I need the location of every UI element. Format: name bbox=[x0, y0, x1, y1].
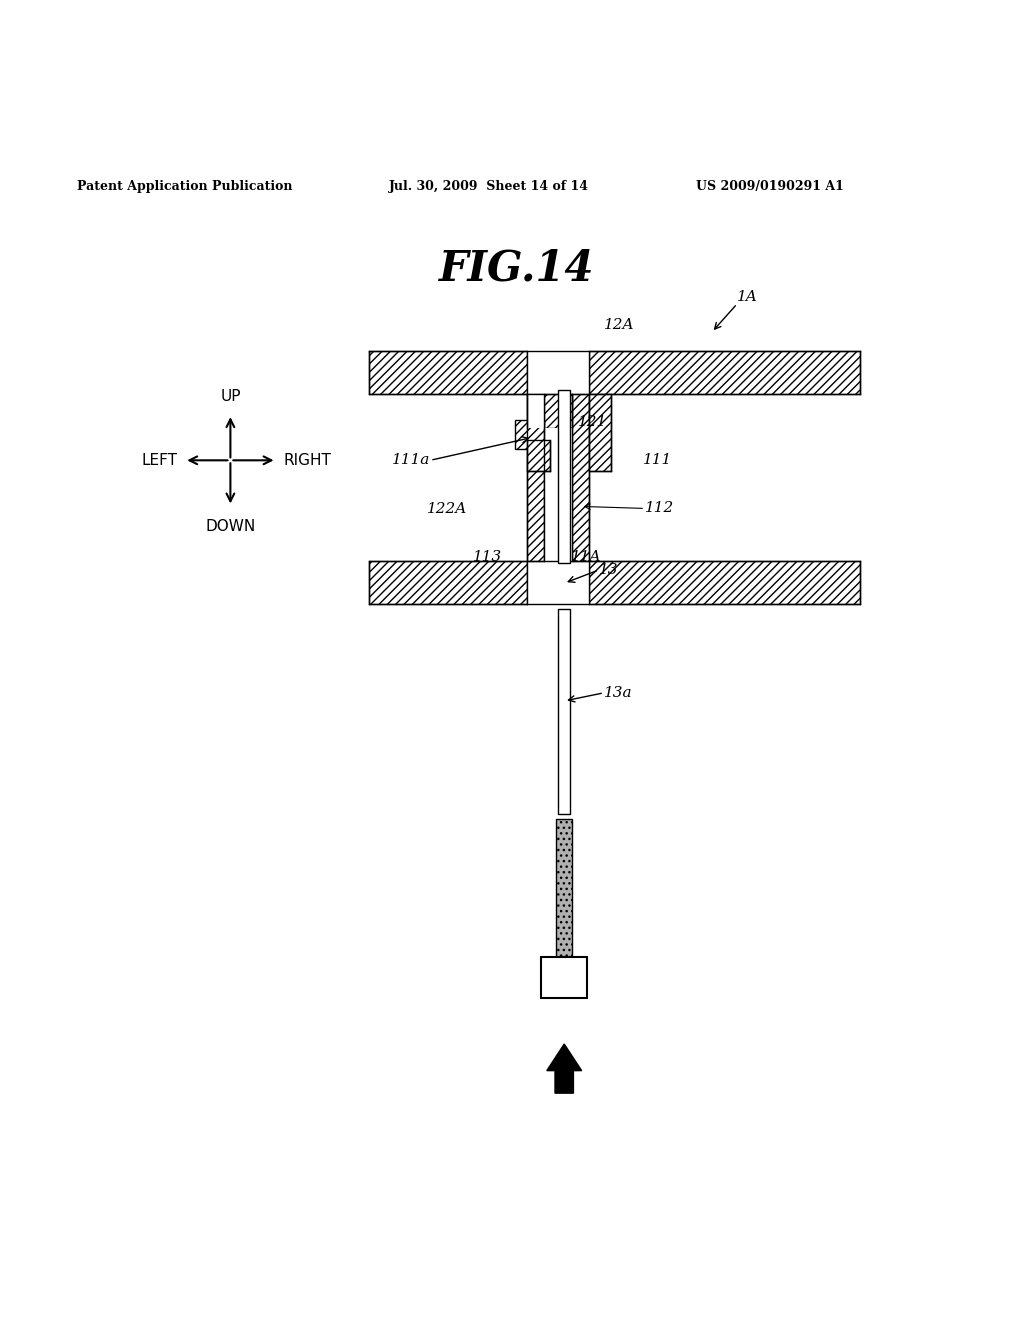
Text: 122A: 122A bbox=[427, 503, 467, 516]
Text: DOWN: DOWN bbox=[205, 519, 256, 533]
Bar bbox=[527, 393, 544, 561]
Bar bbox=[527, 561, 589, 603]
Text: 111a: 111a bbox=[392, 453, 430, 467]
Bar bbox=[527, 440, 550, 470]
Bar bbox=[515, 420, 544, 449]
Text: 11A: 11A bbox=[571, 549, 602, 564]
Text: 13a: 13a bbox=[604, 686, 633, 700]
Bar bbox=[544, 393, 572, 428]
Text: 113: 113 bbox=[472, 549, 502, 564]
Bar bbox=[369, 351, 527, 393]
Text: Jul. 30, 2009  Sheet 14 of 14: Jul. 30, 2009 Sheet 14 of 14 bbox=[389, 181, 589, 194]
Text: LEFT: LEFT bbox=[141, 453, 177, 467]
Bar bbox=[589, 561, 860, 603]
Bar bbox=[544, 393, 572, 561]
Text: 111: 111 bbox=[643, 453, 673, 467]
Text: 12A: 12A bbox=[604, 318, 635, 333]
Bar bbox=[558, 389, 570, 562]
Text: 1A: 1A bbox=[737, 289, 758, 304]
Bar bbox=[589, 351, 860, 393]
Bar bbox=[556, 818, 572, 957]
Bar bbox=[527, 351, 589, 393]
Text: RIGHT: RIGHT bbox=[284, 453, 332, 467]
Text: Patent Application Publication: Patent Application Publication bbox=[77, 181, 292, 194]
Text: UP: UP bbox=[220, 389, 241, 404]
Bar bbox=[544, 428, 572, 470]
Text: 121: 121 bbox=[578, 416, 607, 429]
Text: 112: 112 bbox=[645, 502, 675, 515]
Bar bbox=[572, 393, 589, 561]
Bar bbox=[369, 561, 527, 603]
Bar bbox=[542, 957, 588, 998]
Text: US 2009/0190291 A1: US 2009/0190291 A1 bbox=[696, 181, 844, 194]
Text: FIG.14: FIG.14 bbox=[439, 248, 595, 290]
Bar bbox=[527, 393, 544, 428]
Text: 13: 13 bbox=[599, 562, 618, 577]
Bar bbox=[558, 609, 570, 813]
FancyArrow shape bbox=[547, 1044, 582, 1093]
Bar bbox=[589, 393, 611, 470]
